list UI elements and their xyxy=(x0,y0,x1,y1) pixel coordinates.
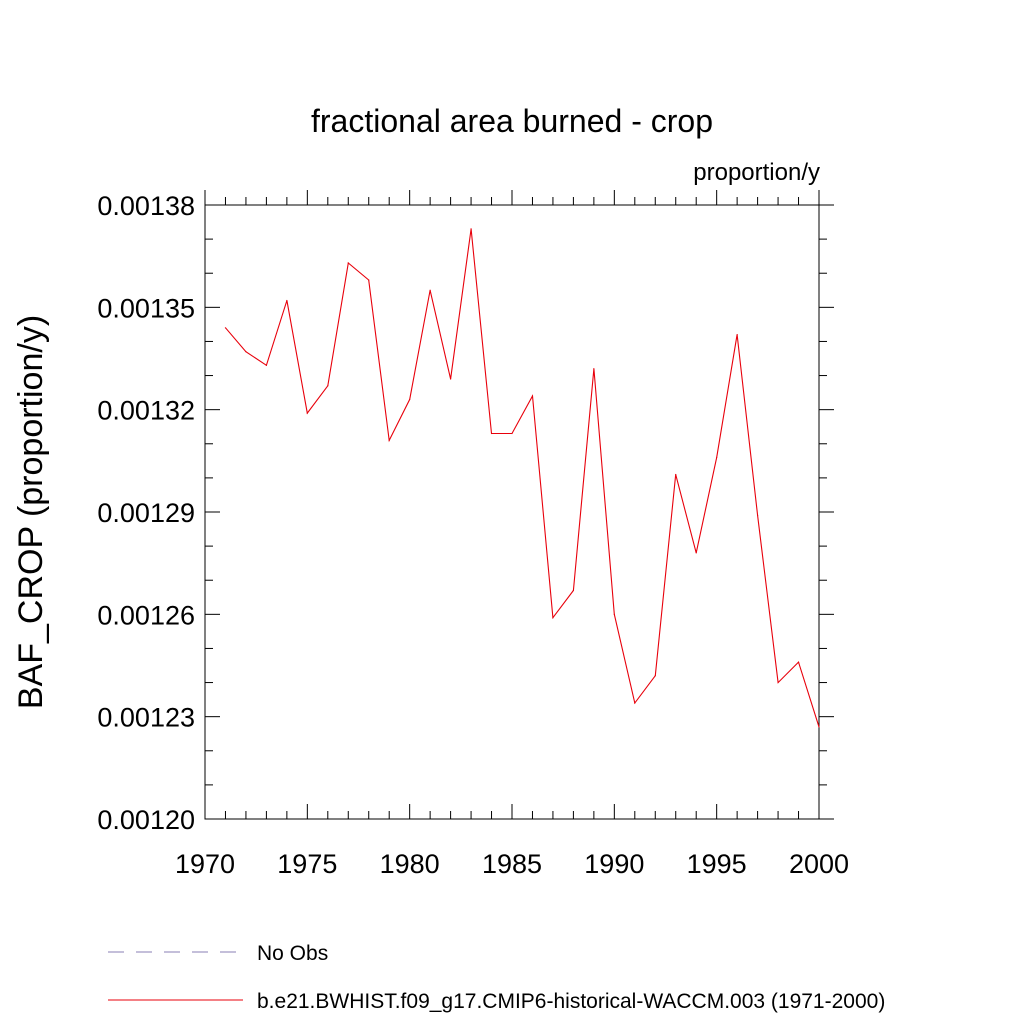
data-point xyxy=(409,398,411,401)
data-point xyxy=(306,412,308,414)
data-point xyxy=(634,702,636,704)
data-point xyxy=(450,378,452,380)
data-point xyxy=(593,368,595,370)
data-point xyxy=(265,364,267,366)
data-point xyxy=(572,589,575,592)
plot-frame xyxy=(204,204,820,820)
data-point xyxy=(245,351,247,353)
data-point xyxy=(470,228,472,230)
data-point xyxy=(368,279,370,281)
legend-label-no-obs: No Obs xyxy=(257,942,328,965)
data-point xyxy=(675,473,677,476)
legend-item-model: b.e21.BWHIST.f09_g17.CMIP6-historical-WA… xyxy=(108,990,885,1013)
legend-item-no-obs: No Obs xyxy=(108,942,328,965)
y-axis-label: BAF_CROP (proportion/y) xyxy=(12,315,50,709)
data-point xyxy=(511,432,513,435)
x-tick-label: 1990 xyxy=(584,849,644,879)
data-point xyxy=(695,552,697,554)
data-point xyxy=(490,432,493,435)
y-tick-label: 0.00138 xyxy=(97,191,195,221)
y-tick-label: 0.00135 xyxy=(97,293,195,323)
data-point xyxy=(327,385,329,387)
chart-title: fractional area burned - crop xyxy=(311,103,713,139)
legend: No Obs b.e21.BWHIST.f09_g17.CMIP6-histor… xyxy=(108,942,885,1013)
x-tick-label: 1995 xyxy=(687,849,747,879)
x-tick-labels: 1970 1975 1980 1985 1990 1995 2000 xyxy=(175,849,849,879)
y-tick-label: 0.00126 xyxy=(97,600,195,630)
y-tick-labels: 0.00120 0.00123 0.00126 0.00129 0.00132 0.001… xyxy=(97,191,195,835)
y-tick-label: 0.00132 xyxy=(97,396,195,426)
data-point xyxy=(716,456,718,459)
x-tick-label: 1970 xyxy=(175,849,235,879)
legend-label-model: b.e21.BWHIST.f09_g17.CMIP6-historical-WA… xyxy=(257,990,885,1013)
data-point xyxy=(757,514,759,517)
series-line-1 xyxy=(225,228,820,728)
series-layer xyxy=(224,228,820,728)
data-point xyxy=(654,675,656,677)
x-tick-label: 1980 xyxy=(380,849,440,879)
x-tick-label: 1975 xyxy=(277,849,337,879)
units-label: proportion/y xyxy=(693,159,820,186)
data-point xyxy=(818,726,820,728)
data-point xyxy=(429,289,431,291)
data-point xyxy=(552,617,554,619)
data-point xyxy=(224,327,227,329)
y-tick-label: 0.00123 xyxy=(97,703,195,733)
y-tick-label: 0.00120 xyxy=(97,805,195,835)
data-point xyxy=(797,661,800,663)
data-point xyxy=(347,262,349,264)
x-tick-label: 2000 xyxy=(789,849,849,879)
data-point xyxy=(531,395,534,397)
data-point xyxy=(736,334,738,336)
axis-ticks xyxy=(204,190,834,820)
y-tick-label: 0.00129 xyxy=(97,498,195,528)
x-tick-label: 1985 xyxy=(482,849,542,879)
data-point xyxy=(286,299,288,302)
data-point xyxy=(388,439,390,441)
data-point xyxy=(613,613,615,615)
data-point xyxy=(777,681,779,684)
